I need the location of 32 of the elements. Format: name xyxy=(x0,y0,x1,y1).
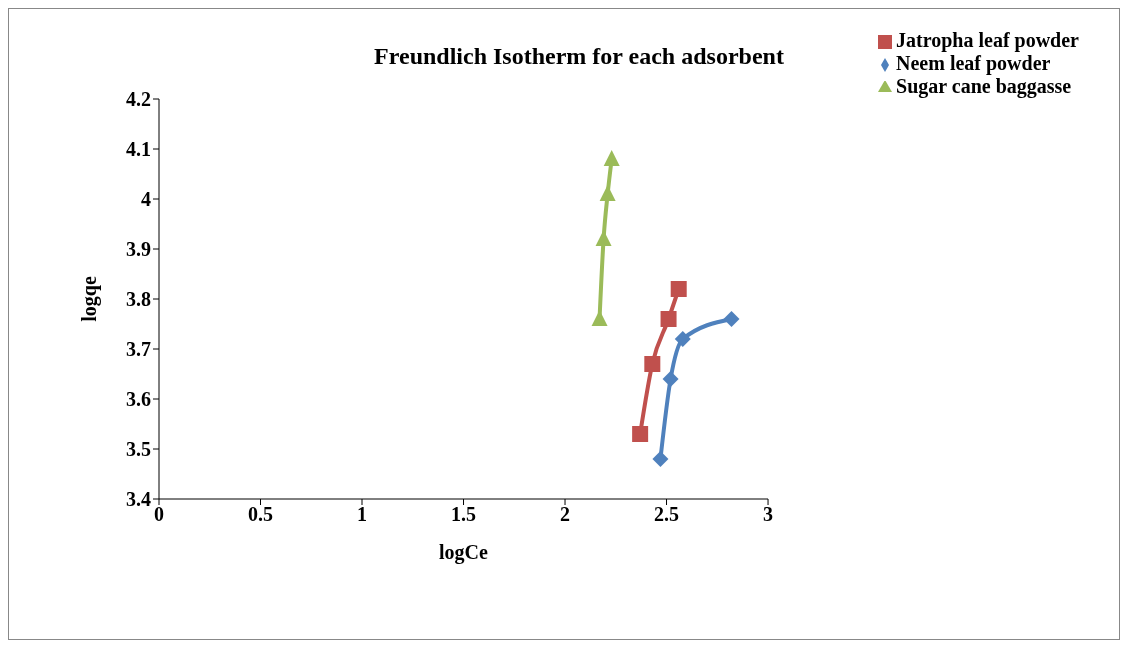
y-tick-label: 3.8 xyxy=(126,288,151,311)
x-tick-label: 0.5 xyxy=(248,503,274,526)
x-tick-label: 1 xyxy=(357,503,368,526)
point xyxy=(723,311,740,327)
point xyxy=(632,426,649,442)
legend-label: Jatropha leaf powder xyxy=(896,29,1079,51)
point xyxy=(674,331,691,347)
point xyxy=(603,150,620,166)
y-tick-label: 4 xyxy=(141,188,151,211)
y-tick-label: 3.6 xyxy=(126,388,151,411)
y-tick-label: 4.1 xyxy=(126,138,151,161)
legend-label: Neem leaf powder xyxy=(896,52,1051,74)
y-tick-label: 4.2 xyxy=(126,88,151,111)
point xyxy=(660,311,677,327)
y-tick-label: 3.7 xyxy=(126,338,151,361)
y-tick-label: 3.4 xyxy=(126,488,151,511)
x-tick-label: 0 xyxy=(154,503,164,526)
y-tick-label: 3.5 xyxy=(126,438,151,461)
point xyxy=(670,281,687,297)
x-tick-label: 2 xyxy=(560,503,571,526)
point xyxy=(644,356,661,372)
point xyxy=(599,185,616,201)
point xyxy=(662,371,679,387)
x-axis-title: logCe xyxy=(439,541,489,564)
x-tick-label: 1.5 xyxy=(451,503,477,526)
x-tick-label: 2.5 xyxy=(654,503,680,526)
y-axis-title: logqe xyxy=(78,276,102,322)
point xyxy=(652,451,669,467)
legend-label: Sugar cane baggasse xyxy=(896,75,1072,97)
y-tick-label: 3.9 xyxy=(126,238,151,261)
x-tick-label: 3 xyxy=(763,503,774,526)
chart-title: Freundlich Isotherm for each adsorbent xyxy=(374,43,784,69)
